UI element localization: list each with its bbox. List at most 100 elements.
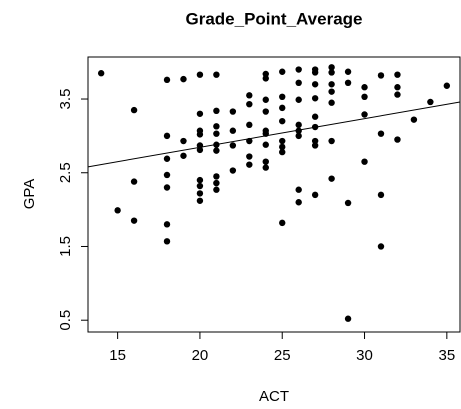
point <box>279 148 286 156</box>
point <box>213 186 220 193</box>
point <box>262 96 269 103</box>
point <box>328 64 335 71</box>
point <box>361 158 368 165</box>
point <box>196 110 204 117</box>
point <box>213 123 220 130</box>
point <box>196 131 204 138</box>
y-tick-label: 2.5 <box>57 162 74 183</box>
point <box>377 130 385 137</box>
point <box>295 79 302 87</box>
point <box>394 91 401 98</box>
point <box>213 147 220 154</box>
point <box>130 217 138 224</box>
point <box>130 178 138 185</box>
point <box>213 173 220 180</box>
point <box>196 182 204 190</box>
point <box>361 93 368 101</box>
point <box>163 184 171 191</box>
point <box>344 315 352 322</box>
point <box>394 136 401 143</box>
point <box>377 243 385 250</box>
point <box>163 238 171 245</box>
point <box>213 130 220 137</box>
point <box>229 167 237 174</box>
point <box>311 69 319 76</box>
point <box>213 179 220 187</box>
plot-frame <box>87 56 461 333</box>
x-axis-label: ACT <box>259 388 289 405</box>
point <box>196 176 204 184</box>
point <box>328 81 335 88</box>
point <box>311 81 319 88</box>
point <box>163 76 171 84</box>
point <box>163 132 171 140</box>
x-tick-label: 25 <box>274 347 291 364</box>
x-tick-label: 15 <box>109 347 126 364</box>
point <box>163 155 171 162</box>
point <box>328 137 335 145</box>
point <box>410 116 418 123</box>
point <box>328 88 335 95</box>
point <box>279 219 286 227</box>
point <box>361 111 368 118</box>
point <box>262 141 269 148</box>
chart-title: Grade_Point_Average <box>186 9 363 28</box>
point <box>196 190 204 197</box>
point <box>377 72 385 79</box>
point <box>196 197 204 204</box>
point <box>163 171 171 179</box>
point <box>311 191 319 199</box>
point <box>279 68 286 75</box>
point <box>295 199 302 206</box>
point <box>344 68 352 75</box>
point <box>163 221 171 228</box>
point <box>97 70 105 77</box>
point <box>180 75 187 83</box>
point <box>311 142 319 149</box>
point <box>344 79 352 87</box>
point <box>328 175 335 182</box>
point <box>262 158 269 165</box>
y-axis-label: GPA <box>21 179 38 210</box>
point <box>180 152 187 159</box>
fit-line <box>87 101 461 168</box>
point <box>311 95 319 102</box>
point <box>311 137 319 145</box>
point <box>344 199 352 207</box>
point <box>262 75 269 82</box>
point <box>361 84 368 91</box>
point <box>311 113 319 120</box>
point <box>246 121 253 129</box>
point <box>229 108 237 115</box>
point <box>196 146 204 154</box>
point <box>196 71 204 78</box>
x-tick-label: 20 <box>192 347 209 364</box>
point <box>394 71 401 78</box>
x-tick-label: 30 <box>356 347 373 364</box>
point <box>295 121 302 129</box>
point <box>427 98 434 106</box>
point <box>328 69 335 76</box>
point <box>279 117 286 125</box>
point <box>213 71 220 78</box>
point <box>229 142 237 149</box>
point <box>295 132 302 140</box>
point <box>295 127 302 134</box>
point <box>130 106 138 114</box>
point <box>279 137 286 145</box>
point <box>279 104 286 112</box>
point <box>377 191 385 199</box>
point <box>443 82 451 89</box>
point <box>295 186 302 193</box>
point <box>279 143 286 151</box>
point <box>246 161 253 168</box>
point <box>262 70 269 78</box>
point <box>295 66 302 73</box>
point <box>394 84 401 91</box>
point <box>246 92 253 99</box>
point <box>180 137 187 145</box>
point <box>262 164 269 171</box>
point <box>279 93 286 101</box>
point <box>328 99 335 106</box>
